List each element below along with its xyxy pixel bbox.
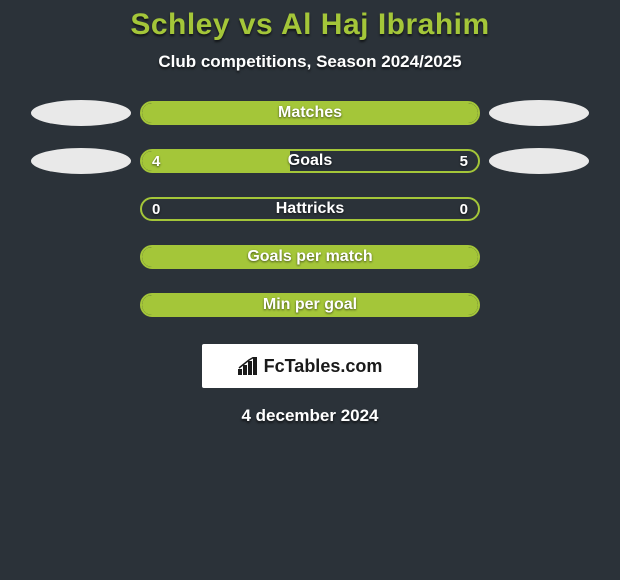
stats-rows: Matches 4 Goals 5: [0, 100, 620, 318]
page-title: Schley vs Al Haj Ibrahim: [0, 8, 620, 42]
player-ellipse-right: [489, 100, 589, 126]
right-side: [480, 244, 598, 270]
player-ellipse-right: [489, 148, 589, 174]
stat-bar-matches: Matches: [140, 101, 480, 125]
page-subtitle: Club competitions, Season 2024/2025: [0, 52, 620, 72]
player-ellipse-left: [31, 100, 131, 126]
comparison-widget: Schley vs Al Haj Ibrahim Club competitio…: [0, 0, 620, 426]
stat-row: 0 Hattricks 0: [8, 196, 612, 222]
date-line: 4 december 2024: [0, 406, 620, 426]
left-side: [22, 244, 140, 270]
right-side: [480, 100, 598, 126]
stat-row: 4 Goals 5: [8, 148, 612, 174]
left-side: [22, 100, 140, 126]
left-side: [22, 148, 140, 174]
brand-box[interactable]: FcTables.com: [202, 344, 418, 388]
stat-row: Min per goal: [8, 292, 612, 318]
bar-label: Hattricks: [142, 200, 478, 218]
left-side: [22, 292, 140, 318]
left-side: [22, 196, 140, 222]
bar-value-right: 5: [460, 153, 468, 170]
right-side: [480, 148, 598, 174]
bar-value-right: 0: [460, 201, 468, 218]
stat-bar-hattricks: 0 Hattricks 0: [140, 197, 480, 221]
stat-bar-goals-per-match: Goals per match: [140, 245, 480, 269]
stat-bar-goals: 4 Goals 5: [140, 149, 480, 173]
bar-label: Goals per match: [142, 248, 478, 266]
stat-row: Matches: [8, 100, 612, 126]
stat-row: Goals per match: [8, 244, 612, 270]
player-ellipse-left: [31, 148, 131, 174]
bar-label: Matches: [142, 104, 478, 122]
bar-label: Min per goal: [142, 296, 478, 314]
right-side: [480, 196, 598, 222]
bar-chart-icon: [238, 357, 260, 375]
bar-label: Goals: [142, 152, 478, 170]
brand-text: FcTables.com: [264, 356, 383, 377]
right-side: [480, 292, 598, 318]
stat-bar-min-per-goal: Min per goal: [140, 293, 480, 317]
